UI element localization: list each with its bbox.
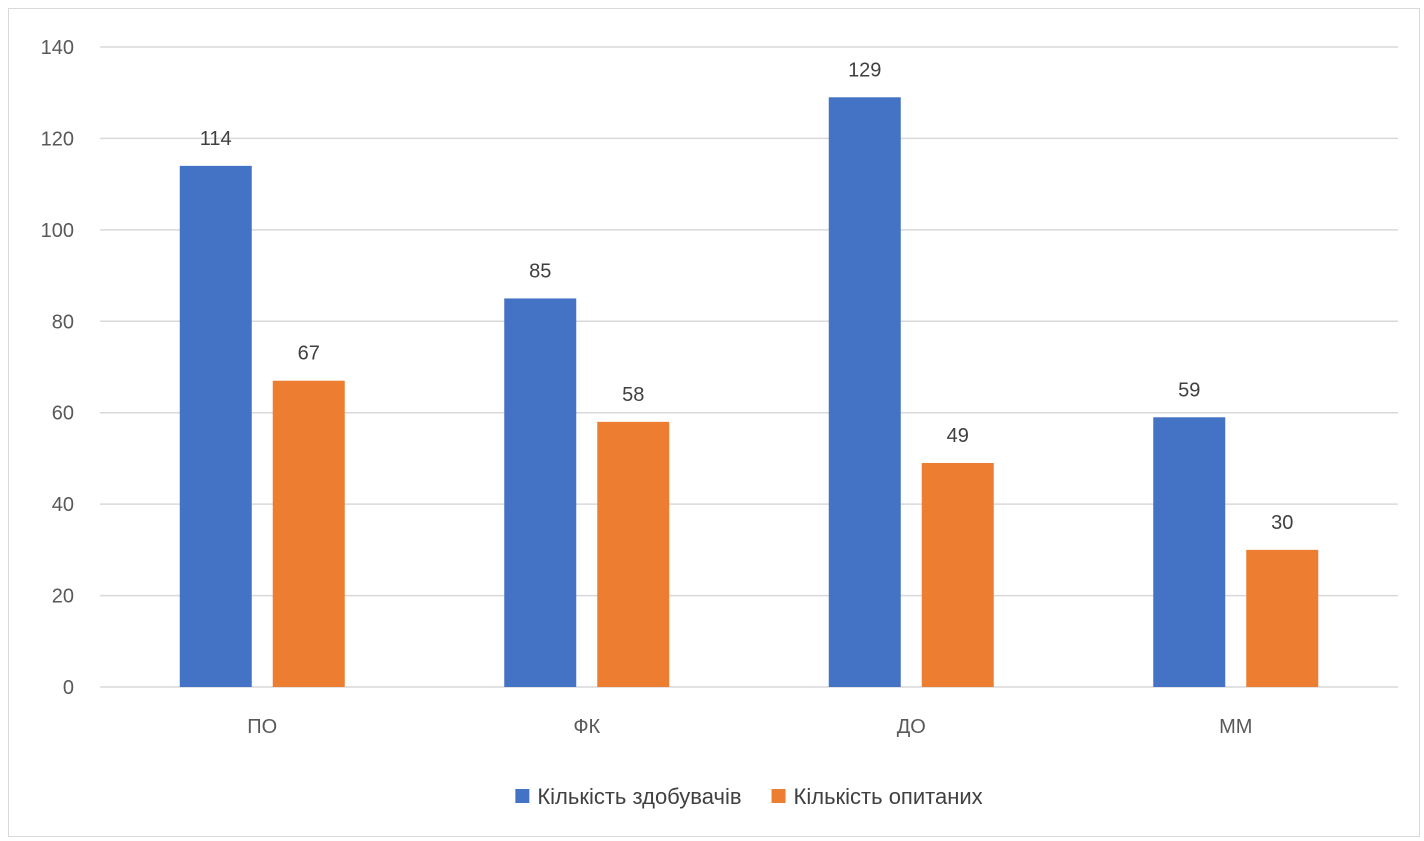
legend-swatch [515,789,530,803]
data-label: 30 [1271,512,1293,534]
legend-label: Кількість здобувачів [537,784,741,809]
data-label: 129 [848,59,881,81]
bar-opytanykh-3 [1246,549,1319,687]
y-tick-label: 40 [52,494,74,516]
data-label: 85 [529,260,551,282]
y-axis-tick-labels: 0 20 40 60 80 100 120 140 [41,37,74,699]
y-tick-label: 60 [52,403,74,425]
data-label: 67 [298,343,320,365]
bar-zdobuvachiv-1 [504,298,577,687]
data-label: 59 [1178,379,1200,401]
bar-zdobuvachiv-2 [828,97,901,688]
legend: Кількість здобувачів Кількість опитаних [515,784,983,809]
y-tick-label: 80 [52,311,74,333]
bar-opytanykh-1 [597,421,670,687]
y-tick-label: 20 [52,586,74,608]
bars [179,97,1319,688]
bar-zdobuvachiv-0 [179,165,252,687]
data-label: 49 [947,425,969,447]
bar-zdobuvachiv-3 [1153,417,1226,687]
y-tick-label: 140 [41,37,74,59]
data-labels: 114 67 85 58 129 49 59 30 [200,59,1294,534]
bar-opytanykh-0 [272,380,345,687]
legend-swatch [771,789,786,803]
data-label: 58 [622,384,644,406]
y-tick-label: 100 [41,220,74,242]
x-tick-label: ДО [897,716,926,738]
legend-item: Кількість опитаних [771,784,983,809]
y-tick-label: 120 [41,128,74,150]
bar-opytanykh-2 [921,463,994,687]
legend-label: Кількість опитаних [794,784,983,809]
legend-item: Кількість здобувачів [515,784,742,809]
y-tick-label: 0 [63,677,74,699]
x-tick-label: ММ [1219,716,1252,738]
x-axis-tick-labels: ПО ФК ДО ММ [247,716,1252,738]
x-tick-label: ПО [247,716,277,738]
x-tick-label: ФК [573,716,600,738]
data-label: 114 [200,128,232,150]
